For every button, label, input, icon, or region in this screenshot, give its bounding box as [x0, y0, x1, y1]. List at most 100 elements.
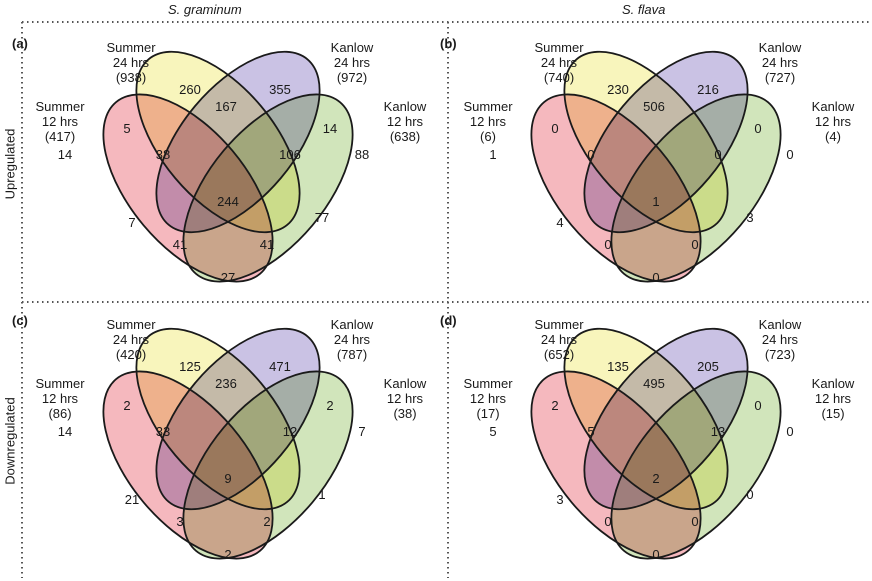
kanlow24-set-outline [155, 50, 321, 234]
region-count-s12-s24-k12: 41 [260, 237, 274, 252]
kanlow24-set-outline [583, 50, 749, 234]
summer24-set-label: Summer 24 hrs (740) [534, 40, 584, 85]
summer24-set-outline [563, 327, 729, 511]
kanlow24-set-label: Kanlow 24 hrs (723) [759, 317, 802, 362]
region-count-all: 2 [652, 471, 659, 486]
panel-label: (c) [12, 313, 28, 328]
column-title-s-graminum: S. graminum [168, 2, 242, 17]
summer12-set-outline [102, 93, 274, 283]
kanlow24-set-ellipse [584, 328, 748, 510]
region-count-s12-k12: 2 [224, 547, 231, 562]
region-count-s24-k12: 77 [315, 210, 329, 225]
region-count-k24: 205 [697, 359, 719, 374]
summer12-set-label: Summer 12 hrs (417) [35, 99, 85, 144]
kanlow12-set-label: Kanlow 12 hrs (4) [812, 99, 855, 144]
summer24-set-label: Summer 24 hrs (652) [534, 317, 584, 362]
region-count-s12-s24: 2 [123, 398, 130, 413]
region-count-s12-k24-k12: 0 [604, 237, 611, 252]
region-count-s12-s24-k24: 33 [156, 424, 170, 439]
region-count-all: 244 [217, 194, 239, 209]
kanlow24-set-outline [155, 327, 321, 511]
summer12-set-outline [530, 93, 702, 283]
region-count-s24-k24-k12: 12 [283, 424, 297, 439]
summer24-set-outline [135, 50, 301, 234]
region-count-all: 1 [652, 194, 659, 209]
kanlow12-set-label: Kanlow 12 hrs (38) [384, 376, 427, 421]
region-count-s12-k12: 0 [652, 547, 659, 562]
region-count-s12-k24: 3 [556, 492, 563, 507]
region-count-s12: 1 [489, 147, 496, 162]
region-count-k24-k12: 0 [754, 121, 761, 136]
region-count-s12-s24-k24: 38 [156, 147, 170, 162]
region-count-s24-k24: 236 [215, 376, 237, 391]
region-count-s24: 230 [607, 82, 629, 97]
region-count-k24-k12: 14 [323, 121, 337, 136]
region-count-k24-k12: 2 [326, 398, 333, 413]
kanlow24-set-ellipse [156, 328, 320, 510]
panel-label: (b) [440, 36, 457, 51]
summer24-set-outline [563, 50, 729, 234]
region-count-s12-s24-k24: 0 [587, 147, 594, 162]
kanlow12-set-outline [182, 370, 354, 560]
kanlow24-set-label: Kanlow 24 hrs (972) [331, 40, 374, 85]
summer24-set-outline [135, 327, 301, 511]
region-count-s12-s24: 0 [551, 121, 558, 136]
region-count-s12-s24-k12: 0 [691, 514, 698, 529]
panel-label: (d) [440, 313, 457, 328]
region-count-s24-k12: 1 [318, 487, 325, 502]
region-count-s12-k24: 21 [125, 492, 139, 507]
region-count-s12-k24-k12: 3 [176, 514, 183, 529]
region-count-s24-k24-k12: 0 [714, 147, 721, 162]
region-count-s12-k24: 4 [556, 215, 563, 230]
summer12-set-outline [102, 370, 274, 560]
region-count-s24: 125 [179, 359, 201, 374]
venn-panel-c: (c) Summer 24 hrs (420) Kanlow 24 hrs (787) Sum… [12, 313, 427, 562]
column-title-s-flava: S. flava [622, 2, 666, 17]
region-count-s24-k24: 495 [643, 376, 665, 391]
region-count-s24-k12: 0 [746, 487, 753, 502]
region-count-s24: 135 [607, 359, 629, 374]
summer12-set-label: Summer 12 hrs (86) [35, 376, 85, 421]
region-count-s12: 5 [489, 424, 496, 439]
region-count-s12-s24-k12: 0 [691, 237, 698, 252]
panel-label: (a) [12, 36, 28, 51]
kanlow24-set-label: Kanlow 24 hrs (787) [331, 317, 374, 362]
region-count-s12-k12: 0 [652, 270, 659, 285]
region-count-k12: 7 [358, 424, 365, 439]
region-count-all: 9 [224, 471, 231, 486]
region-count-s24: 260 [179, 82, 201, 97]
summer24-set-label: Summer 24 hrs (420) [106, 317, 156, 362]
summer24-set-label: Summer 24 hrs (938) [106, 40, 156, 85]
kanlow12-set-label: Kanlow 12 hrs (638) [384, 99, 427, 144]
venn-panel-b: (b) Summer 24 hrs (740) Kanlow 24 hrs (727) Sum… [440, 36, 855, 285]
region-count-s12: 14 [58, 147, 72, 162]
summer12-set-label: Summer 12 hrs (17) [463, 376, 513, 421]
kanlow12-set-outline [610, 370, 782, 560]
region-count-s12-k24: 7 [128, 215, 135, 230]
region-count-s12-s24-k12: 2 [263, 514, 270, 529]
region-count-s24-k24-k12: 106 [279, 147, 301, 162]
region-count-s12-k24-k12: 0 [604, 514, 611, 529]
region-count-k12: 0 [786, 147, 793, 162]
region-count-k24: 355 [269, 82, 291, 97]
summer12-set-outline [530, 370, 702, 560]
region-count-k12: 0 [786, 424, 793, 439]
kanlow12-set-outline [610, 93, 782, 283]
region-count-s12-k12: 27 [221, 270, 235, 285]
region-count-s12: 14 [58, 424, 72, 439]
region-count-s24-k24: 506 [643, 99, 665, 114]
kanlow24-set-label: Kanlow 24 hrs (727) [759, 40, 802, 85]
region-count-s12-s24: 2 [551, 398, 558, 413]
region-count-s24-k24: 167 [215, 99, 237, 114]
region-count-k12: 88 [355, 147, 369, 162]
kanlow24-set-ellipse [584, 51, 748, 233]
region-count-s12-s24-k24: 5 [587, 424, 594, 439]
region-count-k24-k12: 0 [754, 398, 761, 413]
region-count-s12-k24-k12: 41 [173, 237, 187, 252]
kanlow24-set-ellipse [156, 51, 320, 233]
region-count-s24-k12: 3 [746, 210, 753, 225]
kanlow24-set-outline [583, 327, 749, 511]
region-count-s24-k24-k12: 13 [711, 424, 725, 439]
